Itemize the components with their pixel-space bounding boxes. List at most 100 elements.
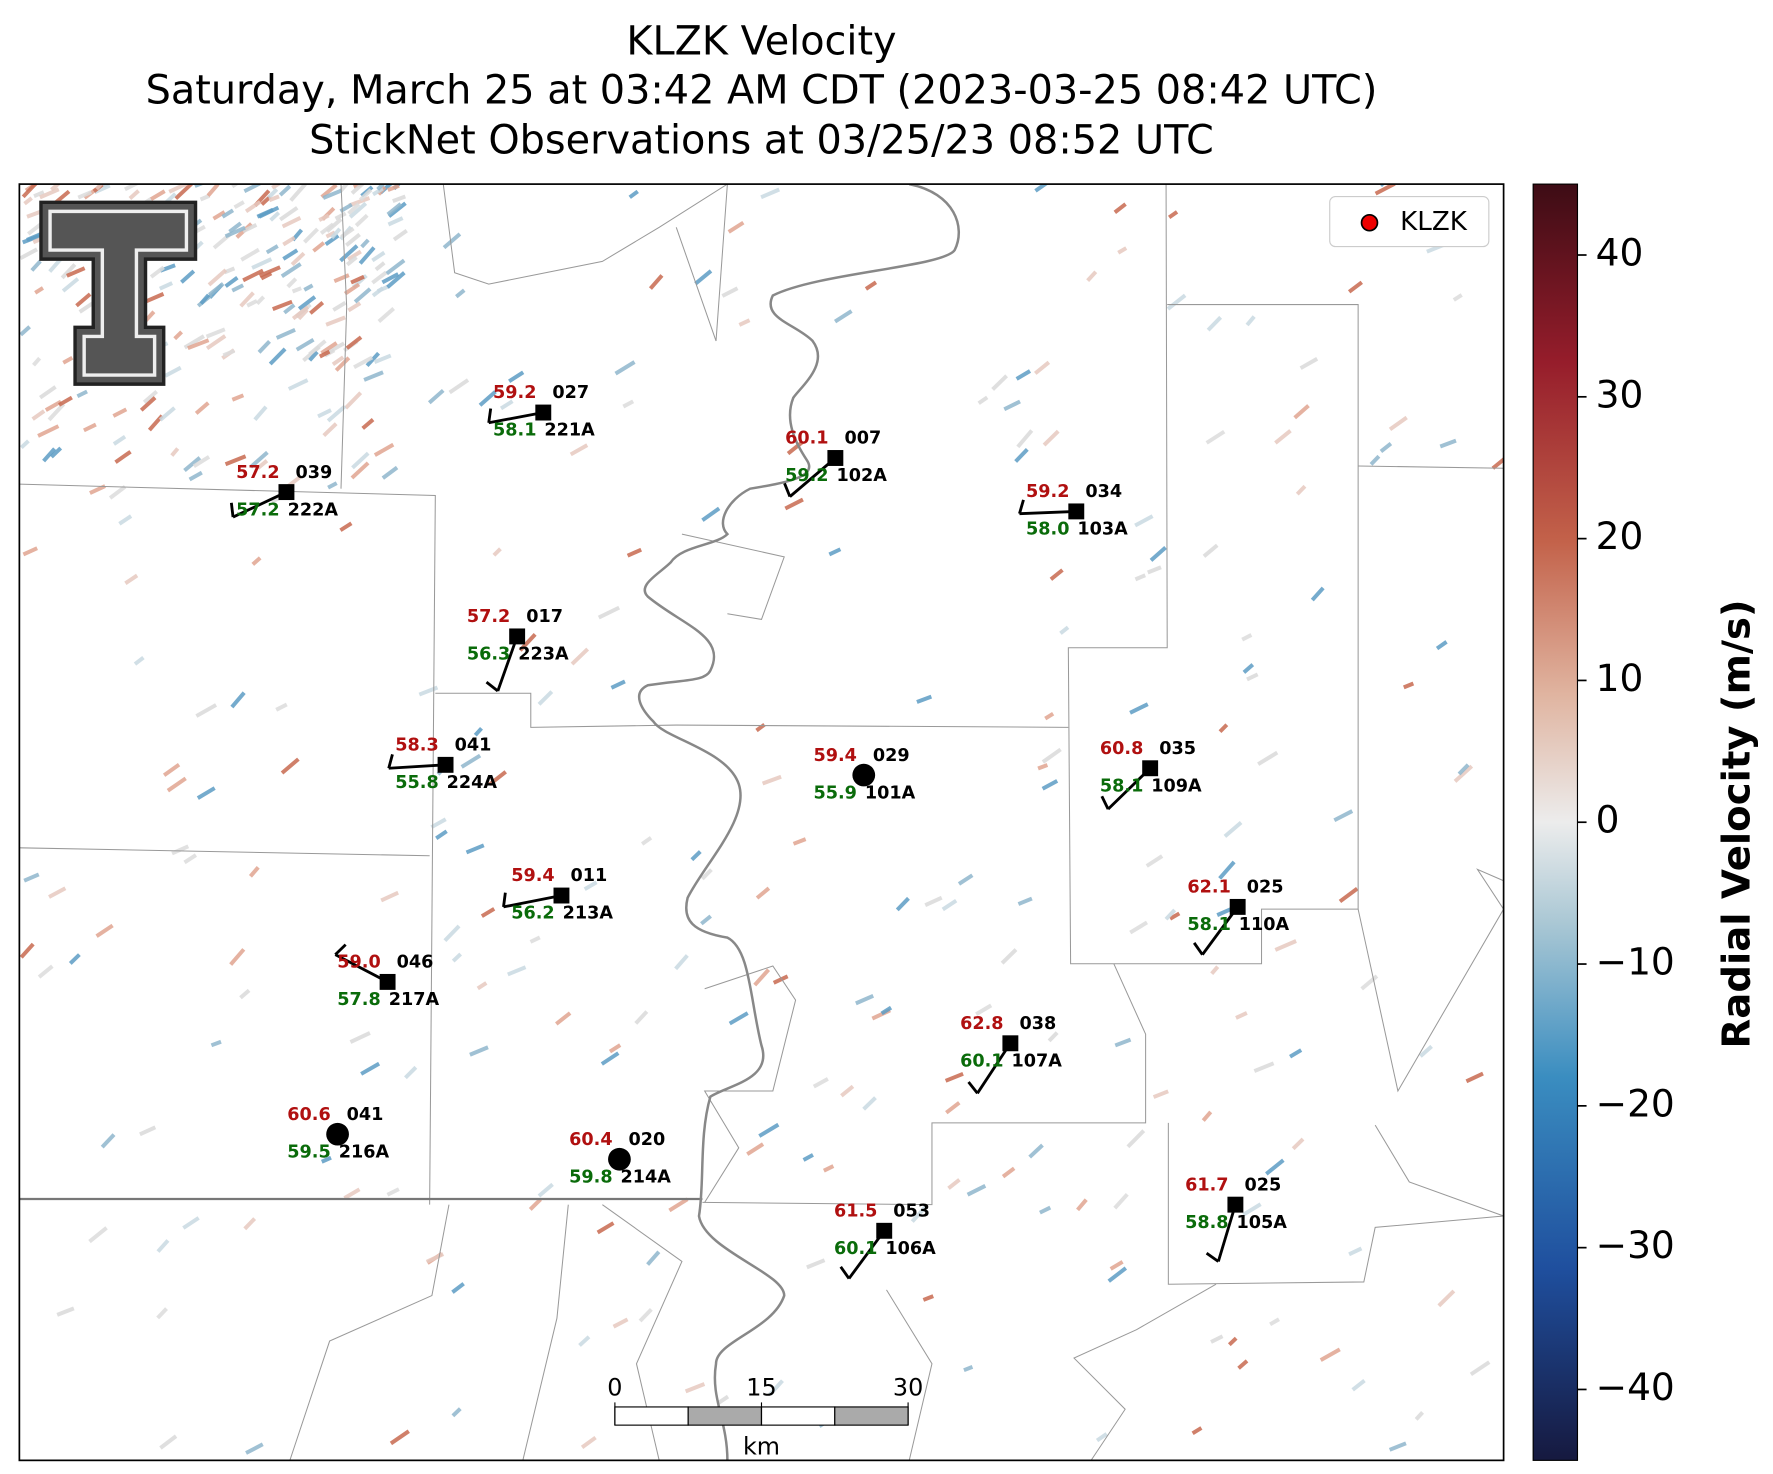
radar-gate xyxy=(88,1226,108,1244)
station-id: 102A xyxy=(836,466,887,486)
wind-barb xyxy=(488,411,544,425)
colorbar-tick-label: 20 xyxy=(1596,514,1644,558)
radar-gate xyxy=(761,774,782,786)
dewpoint: 57.2 xyxy=(236,500,279,520)
radar-gate xyxy=(275,328,296,340)
station: 60.4 020 59.8 214A xyxy=(569,1130,671,1188)
station: 58.3 041 55.8 224A xyxy=(387,736,497,793)
colorbar-tick-label: 0 xyxy=(1596,798,1620,842)
radar-gate xyxy=(1202,543,1219,558)
radar-gate xyxy=(345,255,358,267)
radar-gate xyxy=(19,942,35,959)
radar-gate xyxy=(309,301,325,315)
radar-gate xyxy=(610,679,626,690)
wind-barb xyxy=(496,635,519,692)
dewpoint: 58.1 xyxy=(1187,915,1230,935)
colorbar-tick-label: 40 xyxy=(1596,231,1644,275)
legend-marker xyxy=(1360,213,1379,232)
radar-gate xyxy=(628,189,639,199)
station-marker xyxy=(1068,503,1085,520)
radar-gate xyxy=(182,1216,200,1230)
radar-gate xyxy=(353,355,374,370)
radar-gate xyxy=(700,914,712,926)
radar-gate xyxy=(387,216,404,227)
station-id: 110A xyxy=(1239,915,1290,935)
radar-gate xyxy=(924,895,943,908)
station: 61.5 053 60.1 106A xyxy=(834,1201,936,1280)
wind-barb xyxy=(503,894,562,909)
radar-gate xyxy=(31,409,46,421)
radar-gate xyxy=(755,723,766,733)
radar-gate xyxy=(1134,514,1154,528)
radar-gate xyxy=(133,656,145,666)
radar-gate xyxy=(1351,1379,1366,1392)
station: 62.1 025 58.1 110A xyxy=(1187,878,1290,956)
radar-gate xyxy=(1333,809,1354,823)
radar-gate xyxy=(626,547,642,558)
radar-gate xyxy=(159,1434,178,1450)
scale-tick-label: 30 xyxy=(893,1374,923,1402)
radar-gate xyxy=(465,843,485,855)
radar-gate xyxy=(430,817,447,829)
radar-gate xyxy=(231,283,245,293)
radar-gate xyxy=(350,184,367,195)
radar-gate xyxy=(1235,1011,1248,1020)
radar-gate xyxy=(812,1077,829,1089)
radar-gate xyxy=(312,241,326,253)
radar-gate xyxy=(205,327,226,339)
dewpoint: 59.5 xyxy=(287,1142,330,1162)
radar-gate xyxy=(646,1250,661,1266)
radar-gate xyxy=(1210,965,1220,976)
radar-gate xyxy=(828,547,842,557)
station: 57.2 039 57.2 222A xyxy=(229,463,338,520)
radar-gate xyxy=(910,1205,927,1223)
temperature: 61.5 xyxy=(834,1201,877,1221)
station-marker xyxy=(379,973,396,990)
radar-gate xyxy=(149,265,165,279)
station-marker xyxy=(852,763,876,787)
radar-gate xyxy=(1257,750,1279,766)
radar-gate xyxy=(39,187,60,200)
radar-gate xyxy=(280,262,302,278)
radar-gate xyxy=(205,334,227,351)
radar-gate xyxy=(1152,1089,1169,1099)
radar-gate xyxy=(1457,763,1470,776)
scale-tick-label: 15 xyxy=(746,1374,776,1402)
radar-gate xyxy=(360,1061,381,1076)
radar-gate xyxy=(460,753,482,769)
radar-gate xyxy=(451,1407,462,1418)
radar-gate xyxy=(224,225,246,239)
radar-gate xyxy=(339,202,353,213)
radar-gate xyxy=(347,301,362,313)
dewpoint: 58.0 xyxy=(1026,520,1069,540)
temperature: 61.7 xyxy=(1185,1175,1228,1195)
station-marker xyxy=(1002,1035,1019,1052)
radar-gate xyxy=(358,246,376,265)
radar-gate xyxy=(1206,315,1223,332)
station: 60.6 041 59.5 216A xyxy=(287,1105,389,1163)
radar-gate xyxy=(1437,1289,1456,1308)
radar-gate xyxy=(199,293,211,305)
radar-gate xyxy=(271,184,290,190)
radar-gate xyxy=(1129,920,1149,935)
radar-gate xyxy=(39,385,57,400)
radar-gate xyxy=(1374,184,1396,196)
radar-gate xyxy=(158,406,176,422)
radar-gate xyxy=(389,1429,410,1446)
radar-gate xyxy=(32,356,42,367)
radar-gate xyxy=(194,401,210,415)
radar-gate xyxy=(286,277,298,289)
map-frame xyxy=(18,183,1505,1462)
temperature: 62.8 xyxy=(960,1014,1003,1034)
dewpoint: 60.1 xyxy=(834,1239,877,1259)
radar-gate xyxy=(37,964,54,979)
radar-gate xyxy=(1205,429,1226,445)
radar-gate xyxy=(1041,779,1059,791)
dewpoint: 58.8 xyxy=(1185,1213,1228,1233)
temperature: 59.2 xyxy=(493,383,536,403)
radar-gate xyxy=(142,390,158,404)
station-id: 213A xyxy=(563,904,614,924)
radar-gate xyxy=(331,355,345,367)
radar-gate xyxy=(1095,1432,1108,1443)
radar-gate xyxy=(162,763,181,777)
